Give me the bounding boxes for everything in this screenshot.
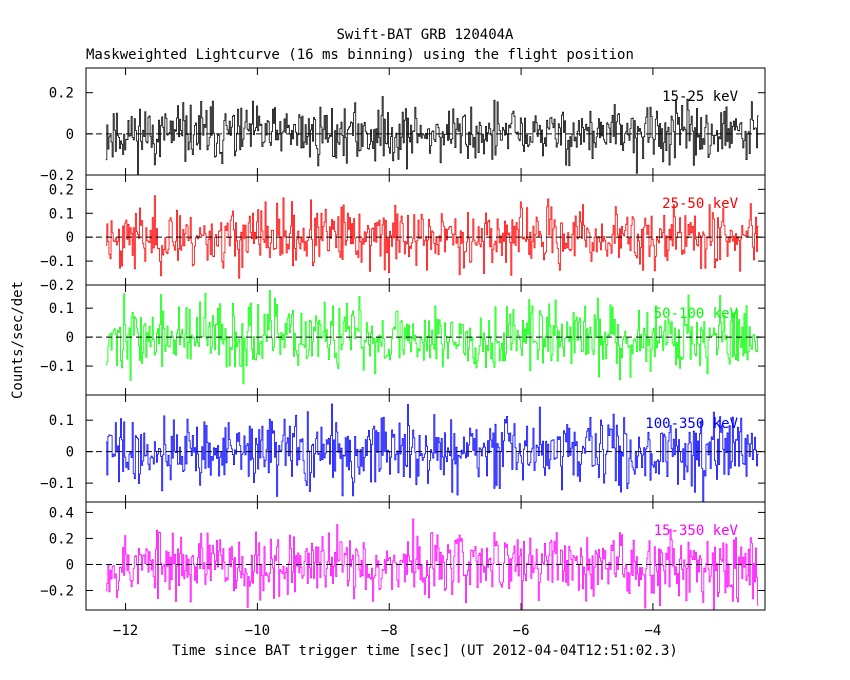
y-tick-label-1-1: −0.1 [40,254,74,270]
x-tick-label-0: −12 [113,623,138,639]
panel-frame-0 [85,67,766,176]
panel-1: −0.2 −0.1 0 0.1 0.2 25-50 keV [40,174,766,294]
chart-subtitle: Maskweighted Lightcurve (16 ms binning) … [86,47,634,63]
panel-3: −0.1 0 0.1 100-350 keV [40,394,766,503]
panel-2: −0.1 0 0.1 50-100 keV [40,284,766,396]
y-tick-label-0-0: −0.2 [40,168,74,184]
y-tick-label-2-2: 0.1 [49,301,74,317]
x-axis-label: Time since BAT trigger time [sec] (UT 20… [172,643,678,659]
series-2-line [105,290,759,385]
y-tick-label-1-2: 0 [66,230,74,246]
series-3-line [105,403,759,502]
chart-title: Swift-BAT GRB 120404A [336,27,514,43]
y-tick-label-3-0: −0.1 [40,476,74,492]
y-tick-label-0-1: 0 [66,127,74,143]
y-tick-label-3-1: 0 [66,445,74,461]
panel-frame-4 [85,501,766,611]
y-tick-label-0-2: 0.2 [49,86,74,102]
y-tick-label-1-4: 0.2 [49,182,74,198]
y-tick-label-4-2: 0.2 [49,531,74,547]
series-4-label: 15-350 keV [654,523,739,539]
series-3-label: 100-350 keV [645,416,738,432]
x-tick-label-2: −8 [381,623,398,639]
panels-group: −0.2 0 0.2 15-25 keV −0.2 −0.1 0 0.1 0.2 25-50 ke… [40,67,766,639]
series-0-label: 15-25 keV [662,89,738,105]
series-2-label: 50-100 keV [654,306,739,322]
y-tick-label-1-0: −0.2 [40,278,74,294]
series-1-label: 25-50 keV [662,196,738,212]
y-tick-label-4-3: 0.4 [49,505,74,521]
y-tick-label-1-3: 0.1 [49,206,74,222]
series-4-line [105,518,759,610]
x-tick-label-1: −10 [245,623,270,639]
x-tick-label-4: −4 [645,623,662,639]
panel-4: −0.2 0 0.2 0.4 15-350 keV [40,501,766,611]
y-tick-label-2-1: 0 [66,330,74,346]
y-tick-label-3-2: 0.1 [49,413,74,429]
y-tick-label-2-0: −0.1 [40,359,74,375]
panel-0: −0.2 0 0.2 15-25 keV [40,67,766,184]
series-1-line [105,195,759,279]
y-axis-label: Counts/sec/det [10,281,26,399]
y-tick-label-4-0: −0.2 [40,583,74,599]
x-tick-label-3: −6 [513,623,530,639]
series-0-line [105,96,759,175]
y-tick-label-4-1: 0 [66,557,74,573]
